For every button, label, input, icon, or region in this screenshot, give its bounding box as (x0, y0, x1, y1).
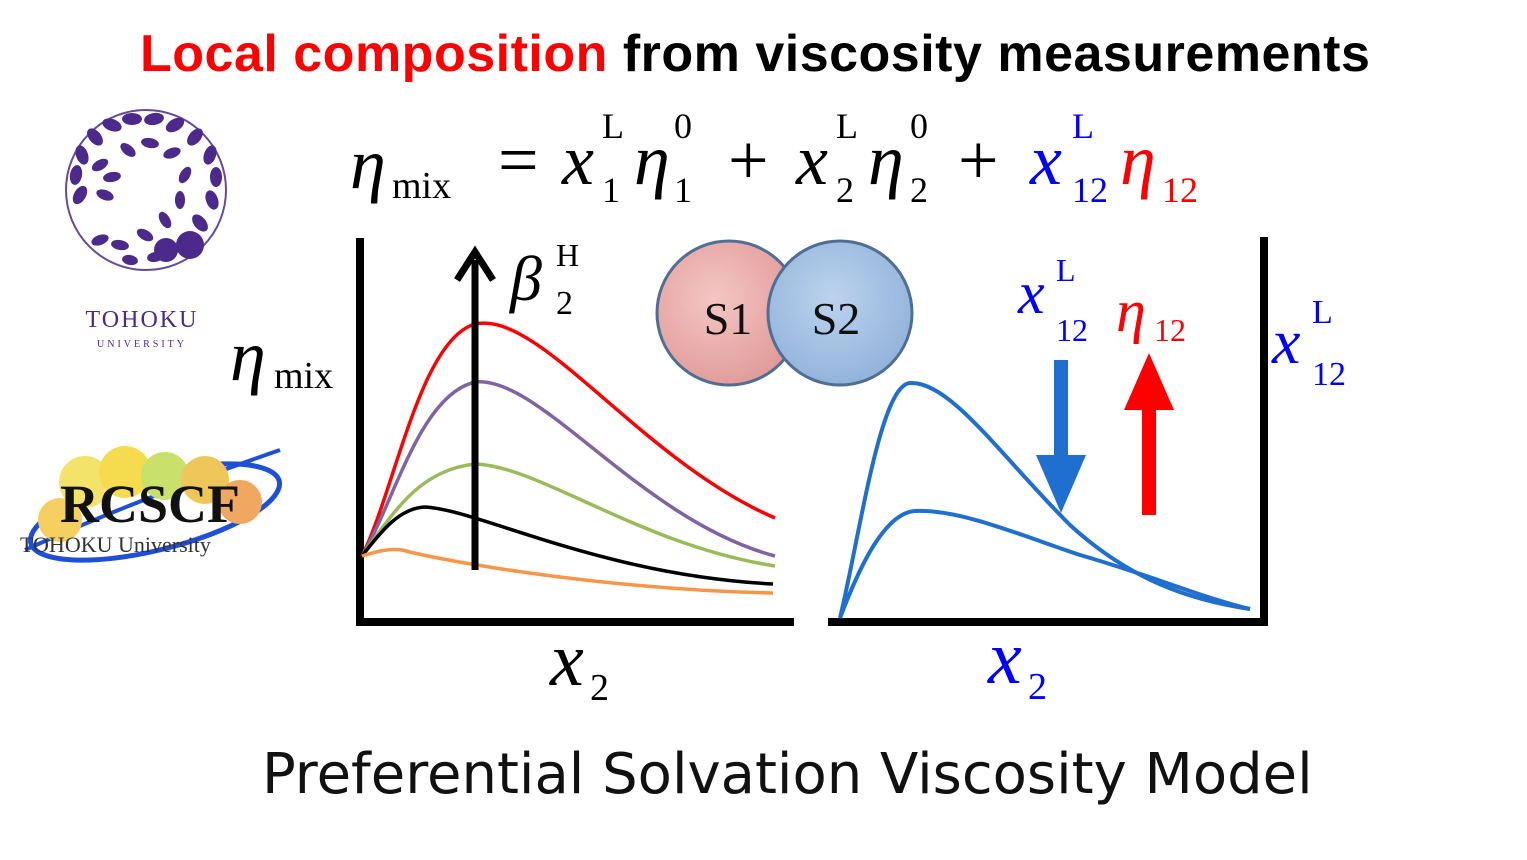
eq-x1-sub: 1 (602, 170, 620, 210)
eq-eta12: η (1120, 120, 1156, 200)
title-highlight: Local composition (140, 25, 608, 83)
title-rest: from viscosity measurements (607, 25, 1371, 83)
right-curve-upper (838, 380, 1251, 619)
beta-label-sub: 2 (556, 285, 573, 322)
up-arrow-label-sub: 12 (1154, 312, 1186, 348)
rcscf-logo: RCSCF TOHOKU University (20, 446, 283, 563)
eq-plus-2: + (958, 120, 999, 200)
s2-sphere (766, 239, 914, 387)
up-arrow-label: η (1116, 278, 1146, 344)
right-plot: x L 12 η 12 x L 12 x 2 (828, 237, 1346, 708)
s2-label: S2 (812, 293, 861, 344)
right-axis-label: x (1271, 306, 1300, 377)
rcscf-name: RCSCF (60, 474, 240, 534)
left-plot: η mix β H 2 x 2 (230, 237, 794, 709)
left-curve-orange (361, 547, 774, 595)
eq-x1: x (561, 120, 594, 200)
eq-lhs-eta: η (350, 124, 386, 204)
tohoku-emblem (65, 109, 227, 271)
eq-x1-sup: L (602, 106, 624, 146)
eq-eta2-sub: 2 (910, 170, 928, 210)
eq-eta2-sup: 0 (910, 106, 928, 146)
eq-x2: x (795, 120, 828, 200)
tohoku-logo: TOHOKU UNIVERSITY (65, 109, 227, 350)
left-curve-black (360, 505, 774, 586)
beta-label: β (508, 243, 542, 314)
eq-eta1-sup: 0 (674, 106, 692, 146)
left-x-label: x (549, 618, 584, 702)
equation: η mix = x L 1 η 0 1 + x L 2 η 0 2 + x L … (350, 106, 1198, 210)
eq-eta1: η (634, 120, 670, 200)
down-arrow-label-sub: 12 (1056, 312, 1088, 348)
right-axis-label-sub: 12 (1312, 356, 1346, 393)
eq-x12: x (1029, 120, 1062, 200)
eq-eta12-sub: 12 (1162, 170, 1198, 210)
eq-eta2: η (868, 120, 904, 200)
left-y-label: η (230, 316, 266, 396)
s1-label: S1 (704, 293, 753, 344)
eq-eta1-sub: 1 (674, 170, 692, 210)
beta-arrow (454, 245, 496, 570)
right-axis-label-sup: L (1312, 294, 1333, 331)
beta-label-sup: H (556, 237, 579, 273)
eq-x12-sub: 12 (1072, 170, 1108, 210)
up-arrow (1124, 353, 1174, 515)
eq-equals: = (498, 120, 539, 200)
right-x-label: x (987, 616, 1022, 700)
down-arrow (1036, 360, 1086, 513)
right-x-label-sub: 2 (1028, 666, 1047, 708)
right-curve-lower (838, 508, 1251, 619)
eq-x2-sub: 2 (836, 170, 854, 210)
eq-plus-1: + (728, 120, 769, 200)
eq-x12-sup: L (1072, 106, 1094, 146)
tohoku-name: TOHOKU (86, 307, 199, 333)
left-y-label-sub: mix (274, 355, 333, 397)
caption: Preferential Solvation Viscosity Model (262, 742, 1313, 807)
page-title: Local composition from viscosity measure… (140, 24, 1370, 84)
down-arrow-label-sup: L (1056, 252, 1076, 288)
molecule-pair: S1 S2 (655, 239, 914, 387)
eq-x2-sup: L (836, 106, 858, 146)
tohoku-sub: UNIVERSITY (97, 339, 187, 350)
rcscf-sub: TOHOKU University (20, 532, 211, 557)
left-curve-red (360, 321, 776, 557)
down-arrow-label: x (1017, 260, 1045, 326)
rcscf-emblem (24, 446, 283, 563)
left-x-label-sub: 2 (590, 667, 609, 709)
eq-lhs-sub: mix (392, 165, 451, 207)
left-curve-green (360, 462, 776, 568)
left-curve-purple (360, 380, 776, 558)
